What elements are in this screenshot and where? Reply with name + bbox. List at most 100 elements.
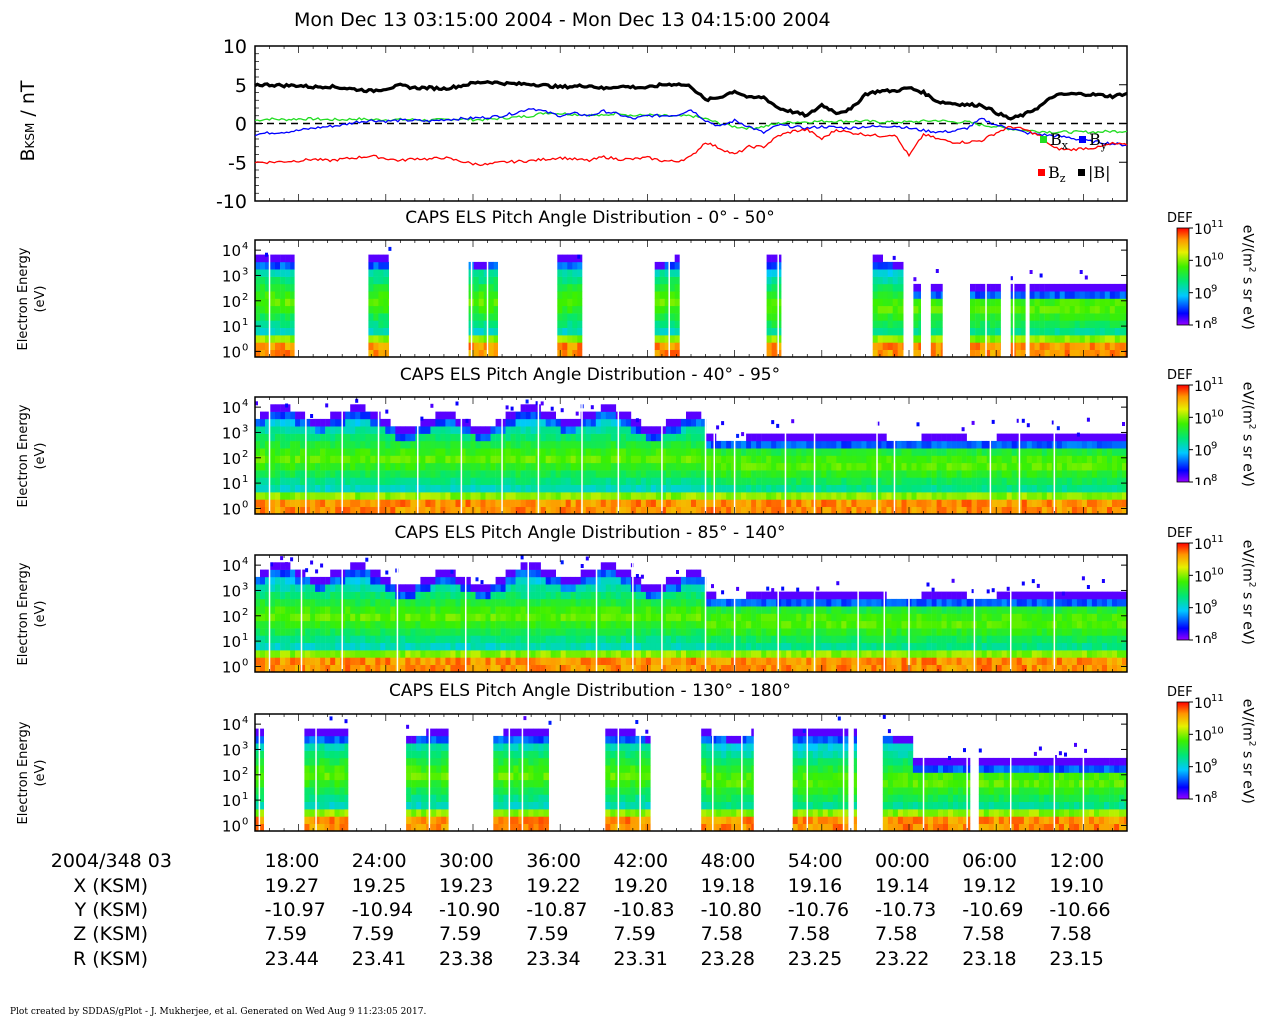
spec-cell <box>435 492 441 500</box>
spec-cell <box>577 276 583 285</box>
spec-cell <box>480 657 486 665</box>
spec-cell <box>1091 470 1098 478</box>
spec-cell <box>976 477 982 485</box>
spec-cell <box>470 598 476 607</box>
spec-cell <box>450 448 456 456</box>
spec-cell <box>1039 313 1045 321</box>
spec-cell <box>450 635 456 643</box>
spec-cell <box>985 349 991 358</box>
spec-cell <box>1046 433 1053 442</box>
spec-cell <box>650 591 657 600</box>
spec-cell <box>478 335 484 343</box>
spec-cell <box>345 642 351 651</box>
spec-cell <box>440 650 446 658</box>
spec-cell <box>270 269 276 277</box>
spec-cell <box>1026 477 1033 485</box>
spec-cell <box>562 298 568 307</box>
spec-cell <box>856 440 862 449</box>
spec-cell <box>500 606 506 614</box>
spec-cell <box>676 448 682 456</box>
spec-cell <box>635 455 642 464</box>
spec-cell <box>500 664 506 673</box>
spec-cell <box>420 650 426 658</box>
spec-cell <box>365 440 371 449</box>
spec-cell <box>1074 283 1080 292</box>
spec-cell <box>590 584 597 592</box>
spec-cell <box>771 606 777 614</box>
spec-cell <box>575 418 581 427</box>
spec-cell <box>280 426 286 434</box>
spec-cell <box>505 470 511 478</box>
spec-cell <box>655 657 662 665</box>
spec-cell <box>425 657 431 665</box>
spec-cell <box>721 664 727 673</box>
spec-cell <box>970 320 976 328</box>
spec-cell <box>425 455 431 464</box>
spec-cell <box>771 650 777 658</box>
spec-cell <box>1091 455 1098 464</box>
spec-speckle <box>590 405 594 410</box>
spec-cell <box>1001 470 1007 478</box>
spec-cell <box>530 650 536 658</box>
spec-cell <box>465 499 471 507</box>
spec-speckle <box>971 420 975 425</box>
spec-cell <box>430 591 436 600</box>
spec-cell <box>555 455 561 464</box>
spec-cell <box>315 433 321 442</box>
spec-cell <box>1039 305 1045 314</box>
spec-cell <box>410 484 416 493</box>
spec-cell <box>260 499 266 507</box>
spec-cell <box>851 455 857 464</box>
spec-cell <box>505 635 511 643</box>
spec-cell <box>590 606 597 614</box>
spec-cell <box>330 440 336 449</box>
spec-cell <box>445 576 451 585</box>
spec-cell <box>355 598 361 607</box>
spec-cell <box>1029 305 1035 314</box>
spec-cell <box>1044 320 1050 328</box>
spec-cell <box>701 470 707 478</box>
spec-cell <box>887 335 893 343</box>
spec-cell <box>368 298 374 307</box>
spec-cell <box>450 642 456 651</box>
spec-cell <box>530 418 536 427</box>
spec-cell <box>940 298 943 307</box>
spec-cell <box>902 269 904 277</box>
spec-cell <box>1096 440 1103 449</box>
unit-rest: s sr eV) <box>1239 272 1256 330</box>
spec-cell <box>440 576 446 585</box>
spec-cell <box>1059 298 1065 307</box>
spec-cell <box>676 484 682 493</box>
spec-cell <box>726 635 732 643</box>
spec-cell <box>350 484 356 493</box>
spec-cell <box>383 327 389 336</box>
spec-cell <box>625 477 632 485</box>
spec-cell <box>871 477 877 485</box>
spec-cell <box>350 455 356 464</box>
spec-cell <box>260 613 266 622</box>
spec-cell <box>455 635 461 643</box>
spec-cell <box>440 620 446 629</box>
spec-cell <box>861 506 867 515</box>
spec-cell <box>751 613 757 622</box>
spec-cell <box>460 591 466 600</box>
spec-cell <box>430 506 436 515</box>
spec-cell <box>887 261 893 270</box>
spec-cell <box>405 642 411 651</box>
spec-ytick-exp: 4 <box>242 241 248 252</box>
spec-cell <box>385 650 391 658</box>
spec-cell <box>295 628 301 636</box>
spec-cell <box>691 499 697 507</box>
spec-cell <box>285 620 291 629</box>
spec-cell <box>315 664 321 673</box>
spec-cell <box>816 470 822 478</box>
spec-cell <box>610 440 617 449</box>
spec-cell <box>741 440 747 449</box>
spec-cell <box>975 320 981 328</box>
spec-cell <box>660 657 667 665</box>
spec-cell <box>696 448 702 456</box>
spec-cell <box>285 254 291 263</box>
spec-speckle <box>716 425 720 430</box>
spec-cell <box>996 506 1002 515</box>
